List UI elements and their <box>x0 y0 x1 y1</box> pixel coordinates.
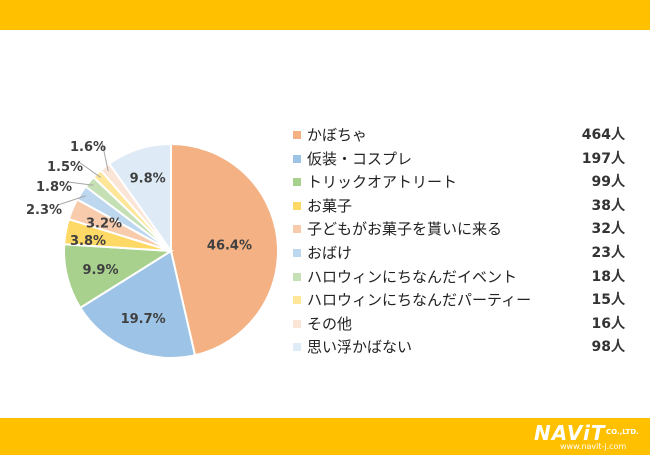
legend-count: 99人 <box>591 174 625 191</box>
logo-main: NAViT <box>534 421 606 445</box>
legend-swatch <box>293 319 301 328</box>
legend-count: 32人 <box>591 221 625 238</box>
legend-swatch <box>293 296 301 305</box>
pie-data-label-3: 9.9% <box>82 263 118 278</box>
pie-data-label-5: 3.2% <box>86 217 122 232</box>
logo-url: www.navit-j.com <box>560 442 627 451</box>
pie-slice-10 <box>107 142 172 255</box>
pie-data-label-2: 19.7% <box>121 312 166 327</box>
bottom-band <box>0 418 650 455</box>
pie-leader-line-8 <box>78 161 102 178</box>
navit-logo: NAViT CO.,LTD. www.navit-j.com <box>534 422 644 452</box>
legend-count: 15人 <box>591 292 625 309</box>
legend-label: 仮装・コスプレ <box>307 149 413 168</box>
legend-item: 子どもがお菓子を貰いに来る 32人 <box>293 218 633 242</box>
pie-slice-2 <box>78 249 197 359</box>
top-band <box>0 0 650 30</box>
legend-item: 思い浮かばない 98人 <box>293 336 633 360</box>
legend-item: ハロウィンにちなんだイベント 18人 <box>293 266 633 290</box>
legend-count: 98人 <box>591 339 625 356</box>
legend-swatch <box>293 272 301 281</box>
legend-count: 16人 <box>591 315 625 332</box>
legend-label: ハロウィンにちなんだイベント <box>307 267 518 286</box>
legend-item: 仮装・コスプレ 197人 <box>293 148 633 172</box>
legend-label: 思い浮かばない <box>307 338 413 357</box>
legend-swatch <box>293 178 301 187</box>
legend-swatch <box>293 343 301 352</box>
legend-count: 197人 <box>581 150 625 167</box>
legend-label: ハロウィンにちなんだパーティー <box>307 291 532 310</box>
legend-swatch <box>293 131 301 139</box>
legend-count: 38人 <box>591 197 625 214</box>
pie-data-label-7: 1.8% <box>36 180 72 195</box>
pie-data-label-1: 46.4% <box>207 238 252 253</box>
legend-item: お菓子 38人 <box>293 195 633 219</box>
pie-data-label-6: 2.3% <box>26 203 62 218</box>
legend-label: その他 <box>307 314 353 333</box>
pie-data-label-9: 1.6% <box>70 140 106 155</box>
pie-leader-line-7 <box>67 181 94 186</box>
legend-count: 18人 <box>591 268 625 285</box>
legend-label: お菓子 <box>307 196 353 215</box>
logo-suffix: CO.,LTD. <box>606 428 639 436</box>
legend-swatch <box>293 225 301 234</box>
legend-item: その他 16人 <box>293 313 633 337</box>
pie-data-label-10: 9.8% <box>130 172 166 187</box>
legend-swatch <box>293 201 301 210</box>
legend-swatch <box>293 154 301 163</box>
legend-item: トリックオアトリート 99人 <box>293 171 633 195</box>
legend-label: かぼちゃ <box>307 126 368 144</box>
legend-item: ハロウィンにちなんだパーティー 15人 <box>293 289 633 313</box>
legend-label: おばけ <box>307 243 353 262</box>
pie-data-label-4: 3.8% <box>70 234 106 249</box>
legend-count: 23人 <box>591 244 625 261</box>
pie-slice-1 <box>170 142 279 357</box>
legend-item: おばけ 23人 <box>293 242 633 266</box>
pie-leader-line-9 <box>101 141 109 172</box>
legend-swatch <box>293 248 301 257</box>
legend-count: 464人 <box>581 127 625 143</box>
chart-legend: かぼちゃ 464人仮装・コスプレ 197人トリックオアトリート 99人お菓子 38人子ど… <box>293 124 633 360</box>
legend-label: 子どもがお菓子を貰いに来る <box>307 220 503 239</box>
legend-item: かぼちゃ 464人 <box>293 124 633 148</box>
pie-data-label-8: 1.5% <box>47 160 83 175</box>
legend-label: トリックオアトリート <box>307 173 458 192</box>
pie-leader-line-6 <box>57 195 86 206</box>
